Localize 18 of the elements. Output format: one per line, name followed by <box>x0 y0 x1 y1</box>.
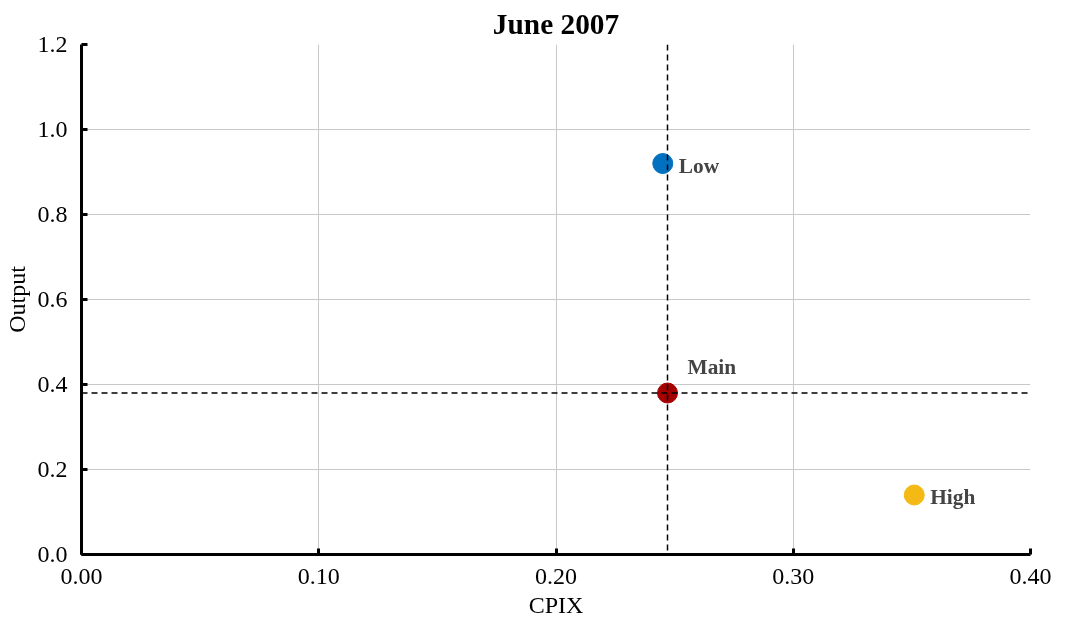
y-axis-title: Output <box>3 265 30 333</box>
series-label: Low <box>678 153 720 178</box>
x-tick-label: 0.20 <box>535 562 577 589</box>
point <box>903 484 925 506</box>
x-tick-label: 0.10 <box>297 562 340 589</box>
y-tick-label: 1.2 <box>37 31 68 57</box>
series-label: High <box>930 485 976 509</box>
y-tick-label: 0.2 <box>37 456 68 482</box>
y-tick-label: 0.8 <box>37 201 68 227</box>
x-tick-label: 0.30 <box>772 562 815 589</box>
x-tick-label: 0.40 <box>1009 562 1052 589</box>
y-tick-label: 0.6 <box>37 286 68 312</box>
chart-title: June 2007 <box>492 7 620 40</box>
series-label: Main <box>687 355 737 379</box>
y-tick-label: 1.0 <box>37 116 68 142</box>
point <box>652 153 674 174</box>
x-axis-title: CPIX <box>528 591 584 618</box>
y-tick-label: 0.4 <box>37 371 68 397</box>
